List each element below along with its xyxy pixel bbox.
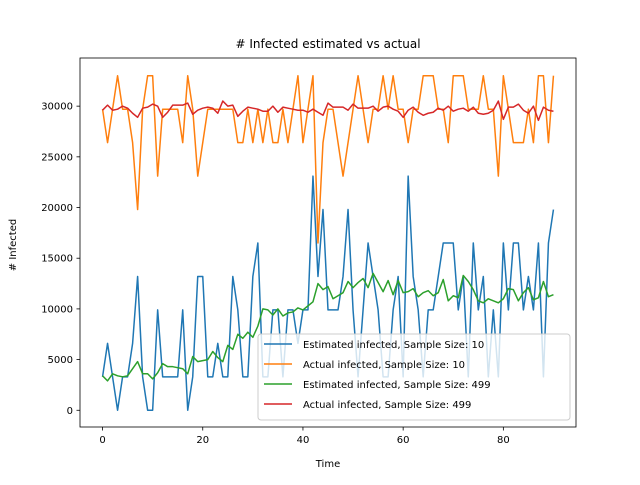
y-tick-label: 0 xyxy=(67,406,73,417)
y-tick-label: 20000 xyxy=(41,203,73,214)
x-axis-label: Time xyxy=(315,459,340,470)
legend-box xyxy=(257,333,571,421)
x-tick-label: 20 xyxy=(196,435,209,446)
y-tick-label: 25000 xyxy=(41,152,73,163)
chart-title: # Infected estimated vs actual xyxy=(235,37,420,51)
plot-frame xyxy=(79,57,577,428)
legend-label-2: Actual infected, Sample Size: 10 xyxy=(303,360,465,371)
y-tick-label: 5000 xyxy=(48,355,73,366)
x-tick-label: 60 xyxy=(397,435,410,446)
series-line-2 xyxy=(101,74,555,244)
series-line-3 xyxy=(102,272,554,382)
x-tick-label: 80 xyxy=(497,435,510,446)
y-tick-label: 30000 xyxy=(41,102,73,113)
series-line-1 xyxy=(101,175,555,412)
legend-label-1: Estimated infected, Sample Size: 10 xyxy=(303,340,484,351)
axes: 0 20 40 60 80 0 5000 10000 15000 20000 25000 30000 xyxy=(41,57,577,446)
series-lines xyxy=(101,74,555,412)
y-tick-label: 10000 xyxy=(41,304,73,315)
x-tick-label: 0 xyxy=(99,435,105,446)
x-tick-label: 40 xyxy=(297,435,310,446)
legend: Estimated infected, Sample Size: 10 Actua… xyxy=(257,333,571,421)
legend-label-4: Actual infected, Sample Size: 499 xyxy=(303,400,471,411)
y-axis-label: # Infected xyxy=(8,219,19,271)
legend-label-3: Estimated infected, Sample Size: 499 xyxy=(303,380,491,391)
series-line-4 xyxy=(102,100,554,122)
y-tick-label: 15000 xyxy=(41,254,73,265)
